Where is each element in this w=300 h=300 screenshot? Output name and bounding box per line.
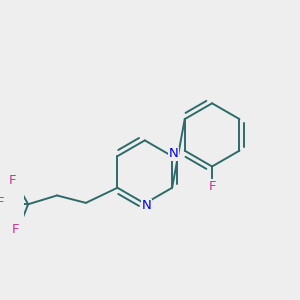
Text: F: F <box>0 196 4 209</box>
Text: F: F <box>12 223 20 236</box>
Text: N: N <box>141 199 151 212</box>
Text: F: F <box>8 174 16 187</box>
Text: N: N <box>169 148 178 160</box>
Text: F: F <box>208 180 216 193</box>
